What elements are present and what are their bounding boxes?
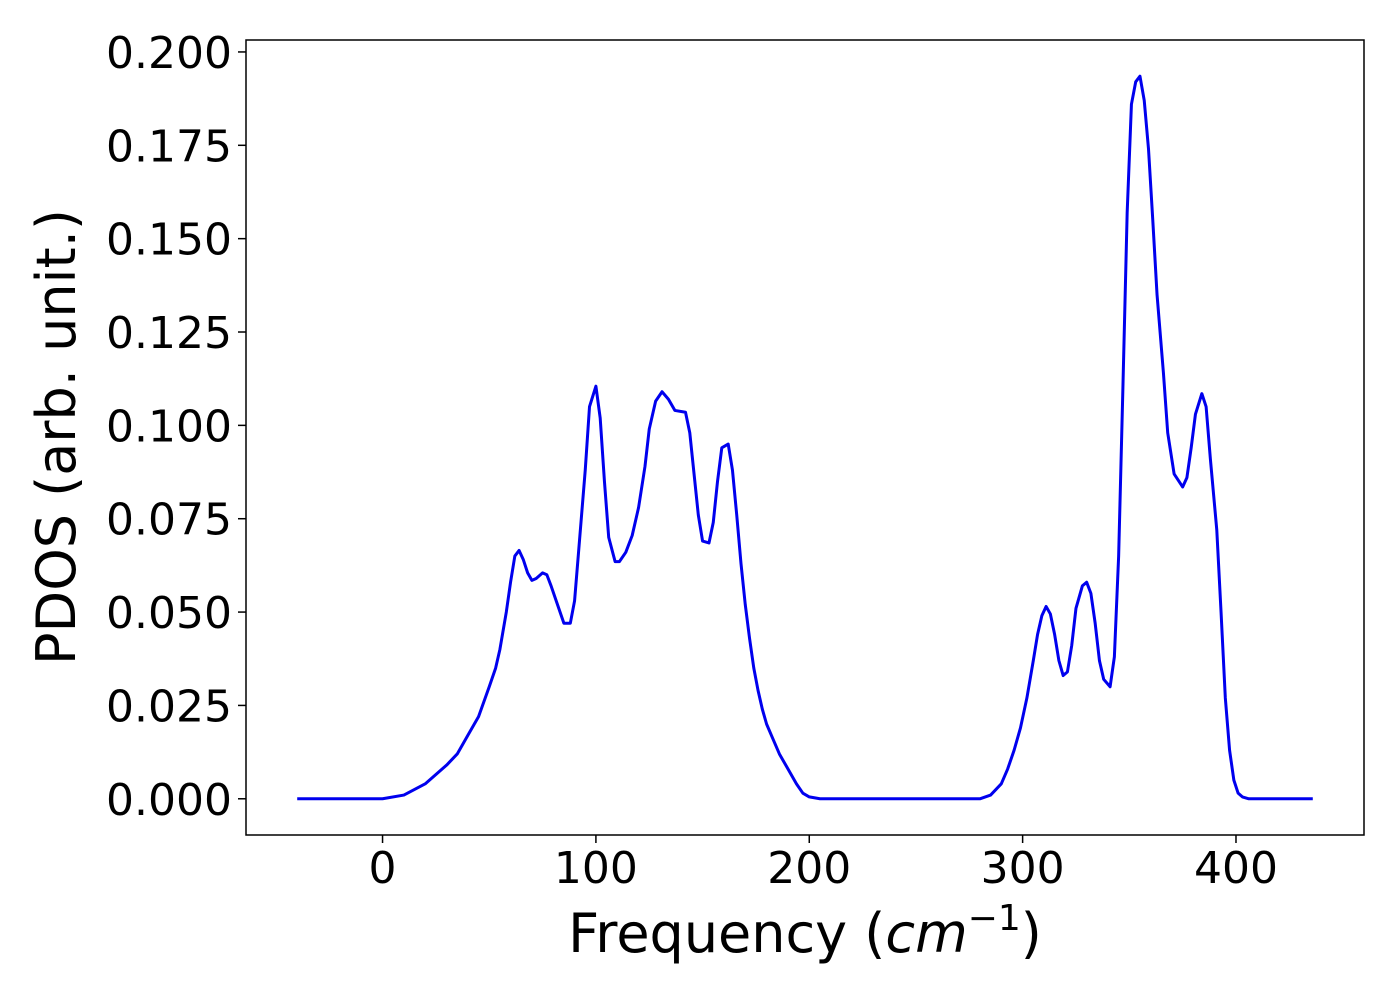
y-tick-label: 0.200 — [106, 28, 232, 79]
y-axis-label: PDOS (arb. unit.) — [25, 209, 88, 665]
y-tick-label: 0.075 — [106, 495, 232, 546]
x-label-unit: cm — [885, 902, 967, 965]
y-tick-label: 0.050 — [106, 588, 232, 639]
x-tick-label: 100 — [554, 843, 638, 894]
x-label-close: ) — [1021, 902, 1042, 965]
x-label-text: Frequency ( — [568, 902, 885, 965]
y-tick-label: 0.025 — [106, 681, 232, 732]
x-label-exponent: −1 — [968, 898, 1021, 939]
y-tick-label: 0.175 — [106, 121, 232, 172]
x-tick-label: 0 — [369, 843, 397, 894]
y-tick-label: 0.125 — [106, 308, 232, 359]
y-tick-label: 0.000 — [106, 775, 232, 826]
pdos-line — [297, 74, 1313, 801]
y-tick-label: 0.150 — [106, 215, 232, 266]
plot-frame — [245, 39, 1365, 836]
x-tick-label: 300 — [981, 843, 1065, 894]
x-axis-label: Frequency (cm−1) — [568, 898, 1042, 965]
x-tick-label: 400 — [1194, 843, 1278, 894]
y-tick-label: 0.100 — [106, 401, 232, 452]
x-tick-label: 200 — [767, 843, 851, 894]
